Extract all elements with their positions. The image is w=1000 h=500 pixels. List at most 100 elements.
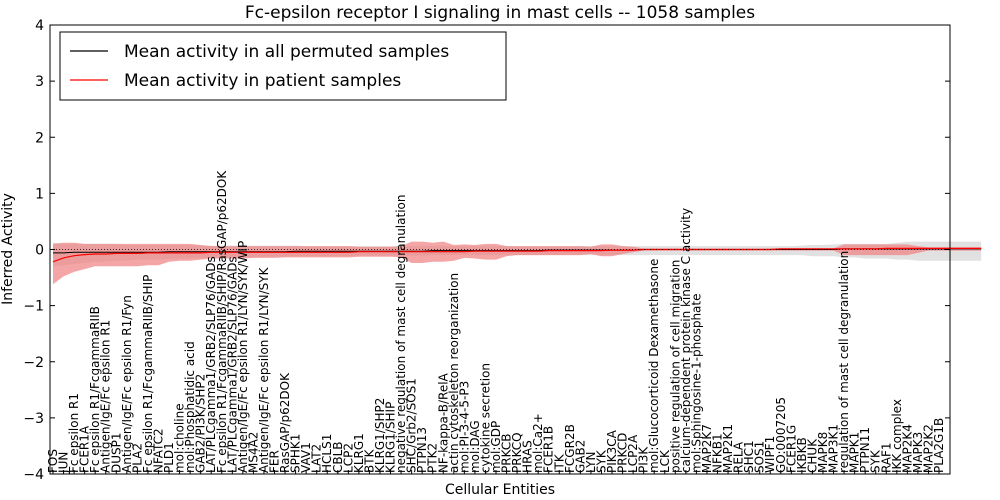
x-tick-label: IKK complex: [890, 399, 904, 473]
x-tick-label: MAP2K2: [922, 424, 936, 473]
x-tick-label: MAPK1: [848, 432, 862, 473]
x-tick-label: FER: [268, 450, 282, 473]
x-tick-label: GAB2: [573, 440, 587, 473]
x-tick-label: ITK: [552, 453, 566, 473]
y-tick-labels: −4 −3 −2 −1 0 1 2 3 4: [23, 18, 950, 483]
x-tick-label: Fc epsilon R1: [67, 393, 81, 473]
x-tick-label: SOS1: [753, 441, 767, 473]
x-tick-label: MAP2K7: [700, 424, 714, 473]
x-tick-label: LAT/PLCgamma1/GRB2/SLP76/GADs: [204, 256, 218, 473]
legend-box: [59, 31, 507, 101]
x-tick-label: PLA2: [130, 443, 144, 473]
x-tick-label: actin cytoskeleton reorganization: [447, 273, 461, 473]
x-tick-label: calcium-dependent protein kinase C activ…: [679, 208, 693, 473]
x-tick-label: RasGAP/p62DOK: [278, 372, 292, 473]
x-tick-label: cytokine secretion: [479, 363, 493, 473]
x-tick-label: VAV1: [299, 442, 313, 473]
x-tick-label: Fc epsilon R1/FcgammaRIIB/SHIP/RasGAP/p6…: [215, 170, 229, 473]
x-tick-label: SHC1: [742, 440, 756, 473]
x-tick-label: mol:Phosphatidic acid: [183, 341, 197, 473]
legend: Mean activity in all permuted samples Mea…: [59, 31, 507, 101]
x-tick-label: JUN: [57, 452, 71, 474]
x-tick-label: FCGR2B: [563, 424, 577, 473]
x-tick-label: KLRG1: [352, 433, 366, 473]
legend-label: Mean activity in patient samples: [124, 71, 401, 91]
y-tick-label: −2: [23, 355, 44, 371]
x-tick-label: SPHK1: [289, 434, 303, 473]
x-tick-label: mol:GDP: [489, 421, 503, 473]
x-tick-label: DUSP1: [109, 432, 123, 473]
x-tick-label: GAB2/PI3K/SHP2: [194, 374, 208, 473]
x-tick-label: negative regulation of mast cell degranu…: [394, 195, 408, 474]
x-tick-label: WIPF1: [763, 436, 777, 473]
x-tick-label: PRKCB: [500, 434, 514, 473]
x-tick-label: LCP2: [341, 443, 355, 473]
y-tick-label: −3: [23, 411, 44, 427]
x-tick-label: MAP2K1: [721, 424, 735, 473]
x-tick-label: PTK2: [426, 443, 440, 473]
y-tick-label: 2: [35, 130, 44, 146]
x-tick-label: RAF1: [879, 442, 893, 473]
x-tick-label: Fc epsilon R1/FcgammaRIIB/SHIP: [141, 275, 155, 473]
x-tick-label: SYK: [869, 449, 883, 473]
y-axis-label: Inferred Activity: [0, 193, 16, 305]
x-tick-label: LYN: [584, 452, 598, 473]
y-tick-label: 0: [35, 243, 44, 259]
y-tick-label: 1: [35, 186, 44, 202]
patient-mean-line: [52, 247, 982, 263]
x-tick-label: SYK: [595, 449, 609, 473]
x-tick-label: PIK3CA: [605, 429, 619, 473]
x-tick-label: Antigen/IgE/Fc epsilon R1/Fyn: [120, 295, 134, 473]
x-tick-label: LCK: [658, 449, 672, 473]
x-tick-label: FCER1G: [784, 425, 798, 473]
x-axis-label: Cellular Entities: [445, 482, 555, 498]
x-tick-label: IKBKB: [795, 437, 809, 473]
x-tick-label: NF-kappa-B/RelA: [436, 372, 450, 473]
x-tick-label: Antigen/IgE/Fc epsilon R1: [99, 320, 113, 473]
y-tick-label: 3: [35, 74, 44, 90]
x-tick-label: FOS: [46, 449, 60, 473]
y-tick-label: −1: [23, 299, 44, 315]
x-tick-label: LCP2A: [626, 434, 640, 473]
x-tick-label: MAP3K1: [827, 424, 841, 473]
x-tick-label: MAP2K4: [900, 424, 914, 473]
x-tick-label: SHC/Grb2/SOS1: [405, 378, 419, 473]
x-tick-label: Fc epsilon R1/FcgammaRIIB: [88, 306, 102, 473]
x-tick-label: KLRG1/SHIP: [384, 402, 398, 473]
legend-label: Mean activity in all permuted samples: [124, 42, 449, 62]
y-tick-label: −4: [23, 467, 44, 483]
x-tick-label: NFKB1: [711, 433, 725, 473]
x-tick-label: HRAS: [521, 440, 535, 473]
x-tick-label: PI3K: [637, 446, 651, 473]
x-tick-label: mol:Glucocorticoid Dexamethasone: [647, 259, 661, 473]
x-tick-label: Antigen/IgE/Fc epsilon R1/LYN/SYK/WIP: [236, 241, 250, 473]
chart-title: Fc-epsilon receptor I signaling in mast …: [245, 3, 755, 23]
x-tick-label: RELA: [732, 441, 746, 473]
x-tick-label: MAPK3: [911, 432, 925, 473]
x-tick-label: NFATC2: [152, 428, 166, 473]
x-tick-label: mol:Sphingosine-1-phosphate: [689, 293, 703, 473]
x-tick-label: PRKCQ: [510, 432, 524, 473]
x-tick-label: GO:0007205: [774, 397, 788, 473]
x-tick-label: PLD1: [162, 442, 176, 473]
x-tick-label: PTPN11: [858, 427, 872, 473]
x-tick-label: CBLB: [331, 441, 345, 473]
x-tick-label: positive regulation of cell migration: [668, 260, 682, 473]
x-tick-label: MS4A2: [246, 432, 260, 473]
x-tick-label: LAT/PLCgamma1/GRB2/SLP76/GADs: [225, 256, 239, 473]
x-tick-label: mol:Ca2+: [531, 413, 545, 473]
x-tick-label: Antigen/IgE/Fc epsilon R1/LYN/SYK: [257, 266, 271, 473]
x-tick-label: BTK: [362, 448, 376, 473]
x-tick-label: mol:choline: [173, 403, 187, 473]
x-tick-label: LAT2: [310, 444, 324, 473]
x-tick-label: PRKCD: [616, 433, 630, 473]
y-tick-label: 4: [35, 18, 44, 34]
x-tick-label: PLA2G1B: [932, 418, 946, 473]
x-tick-label: mol:DAG: [468, 420, 482, 473]
x-tick-label: FCER1A: [78, 425, 92, 473]
x-tick-label: PTPN13: [415, 427, 429, 473]
x-tick-label: HCLS1: [320, 434, 334, 473]
x-tick-label: KLRG1/SHP2: [373, 398, 387, 473]
